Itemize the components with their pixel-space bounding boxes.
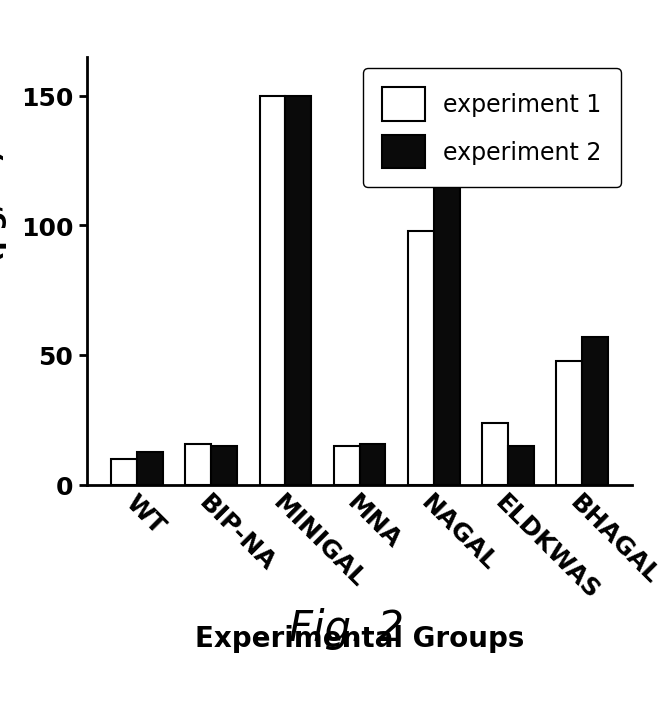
Bar bbox=[259, 96, 285, 486]
Text: Fig. 2: Fig. 2 bbox=[289, 608, 403, 649]
Bar bbox=[333, 446, 359, 486]
Bar bbox=[581, 338, 607, 486]
Bar bbox=[507, 446, 533, 486]
Bar bbox=[186, 444, 211, 486]
X-axis label: Experimental Groups: Experimental Groups bbox=[195, 625, 523, 653]
Bar bbox=[407, 231, 433, 486]
Bar bbox=[481, 423, 507, 486]
Bar bbox=[285, 96, 311, 486]
Bar bbox=[137, 452, 163, 486]
Y-axis label: GM-CSF (pg/ml): GM-CSF (pg/ml) bbox=[0, 149, 7, 394]
Bar bbox=[211, 446, 237, 486]
Legend: experiment 1, experiment 2: experiment 1, experiment 2 bbox=[362, 69, 620, 188]
Bar bbox=[555, 361, 581, 486]
Bar bbox=[359, 444, 385, 486]
Bar bbox=[433, 148, 459, 486]
Bar bbox=[111, 460, 137, 486]
